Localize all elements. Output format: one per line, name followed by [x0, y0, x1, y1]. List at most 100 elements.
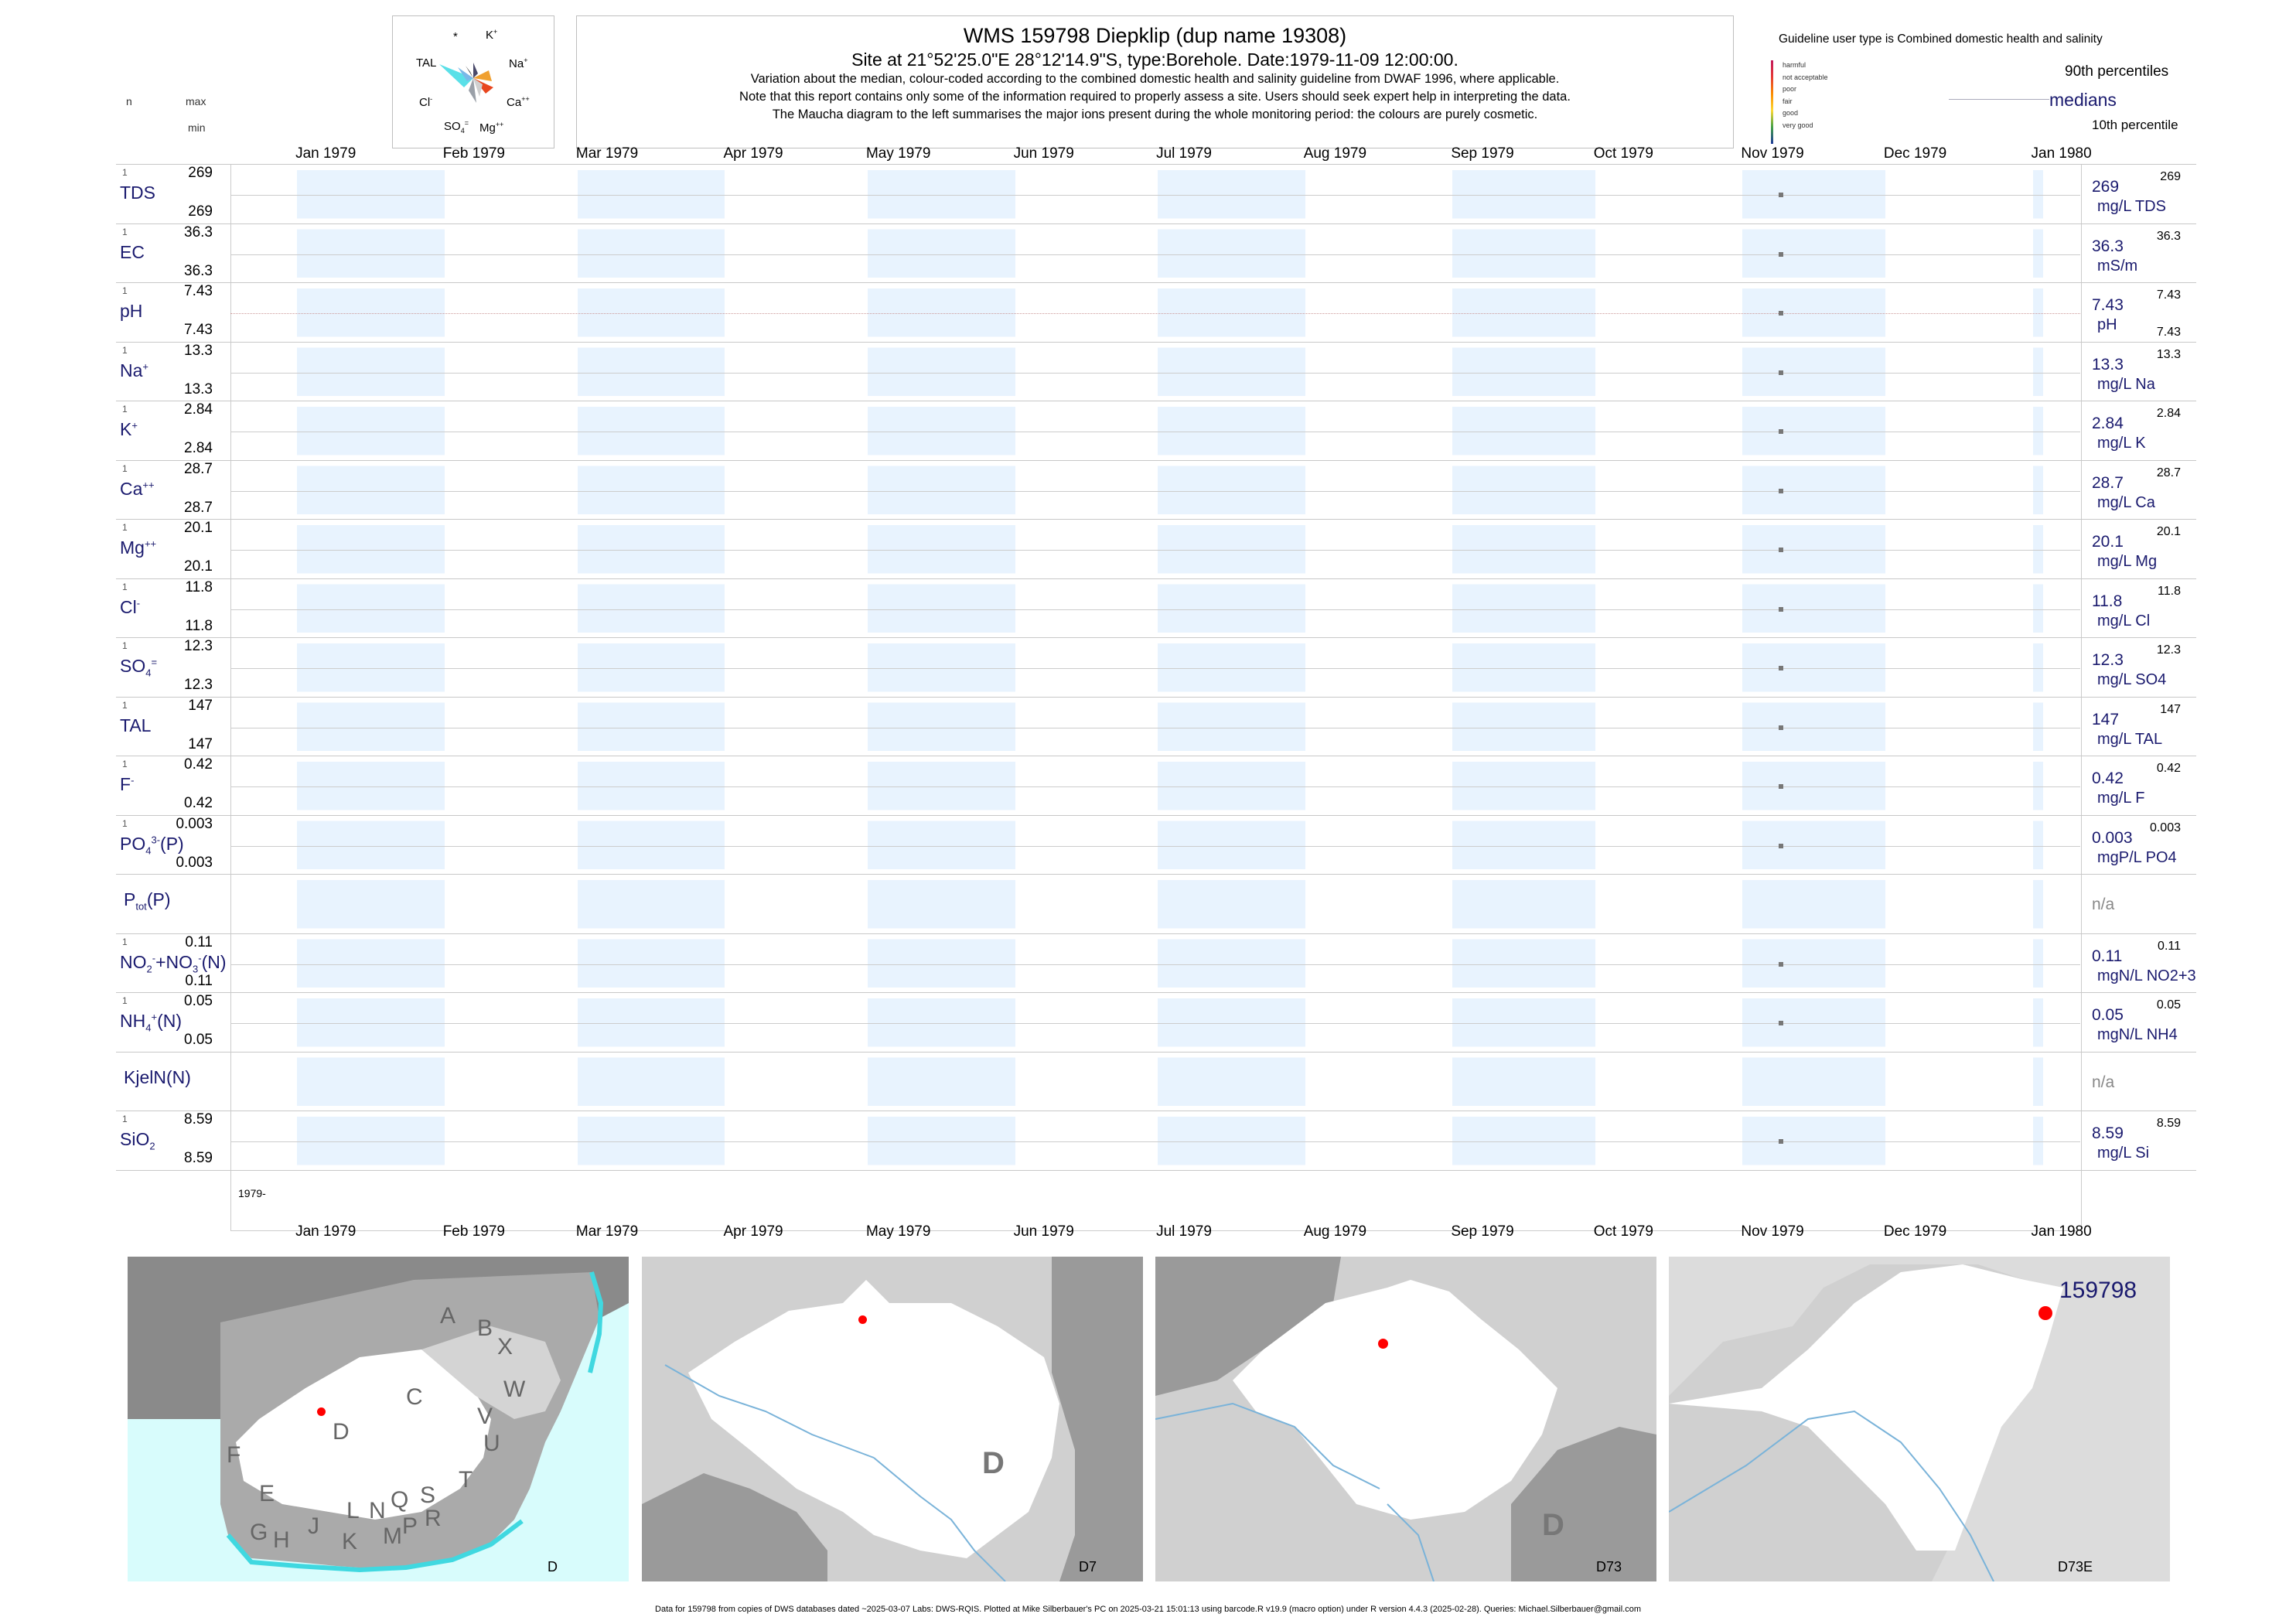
month-label-top: Jan 1980: [2031, 145, 2092, 162]
row-unit: pH: [2097, 316, 2117, 333]
header-note-3: The Maucha diagram to the left summarise…: [772, 107, 1538, 121]
data-point: [1778, 311, 1783, 316]
row-label: SiO2: [120, 1129, 155, 1152]
month-label-top: Jun 1979: [1013, 145, 1074, 162]
map-region-label: M: [383, 1523, 402, 1549]
map-big-d: D: [1542, 1508, 1564, 1542]
month-label-bottom: Apr 1979: [723, 1223, 783, 1240]
row-max: 0.05: [184, 993, 213, 1009]
row-median-value: 7.43: [2092, 296, 2124, 314]
month-band: [297, 170, 445, 1170]
row-n: 1: [122, 581, 128, 592]
median-line: [230, 254, 2080, 255]
row-min: 2.84: [184, 440, 213, 456]
row-p90: 8.59: [2156, 1117, 2181, 1130]
data-point: [1778, 429, 1783, 435]
map-region-label: H: [273, 1527, 290, 1553]
month-label-top: Nov 1979: [1741, 145, 1804, 162]
month-label-top: Oct 1979: [1593, 145, 1653, 162]
maucha-so4: SO4=: [444, 119, 469, 135]
data-point: [1778, 725, 1783, 730]
map-region-label: L: [346, 1498, 360, 1523]
map-label-d73: D73: [1595, 1559, 1622, 1575]
row-min: 12.3: [184, 677, 213, 693]
southern-africa-map-icon: [128, 1257, 629, 1573]
month-label-bottom: Dec 1979: [1883, 1223, 1947, 1240]
row-median-value: 20.1: [2092, 533, 2124, 551]
map-region-label: P: [402, 1513, 418, 1539]
row-p90: 12.3: [2156, 643, 2181, 657]
month-band: [867, 170, 1015, 1170]
map-region-label: S: [420, 1482, 436, 1508]
row-p90: 269: [2160, 170, 2181, 183]
row-p90: 7.43: [2156, 288, 2181, 302]
median-line: [230, 1141, 2080, 1143]
row-n: 1: [122, 995, 128, 1006]
map-region-label: T: [459, 1467, 473, 1493]
row-median-value: 13.3: [2092, 355, 2124, 374]
map-d7: D D7: [642, 1257, 1143, 1581]
map-region-label: K: [342, 1529, 358, 1554]
row-separator: [116, 874, 2196, 875]
row-median-value: 2.84: [2092, 415, 2124, 432]
row-p90: 0.11: [2158, 939, 2181, 953]
median-line: [230, 786, 2080, 788]
report-header: WMS 159798 Diepklip (dup name 19308) Sit…: [576, 15, 1734, 148]
median-line: [230, 609, 2080, 610]
plot-frame: [230, 164, 2082, 1231]
row-separator: [116, 1169, 2196, 1171]
map-region-label: U: [483, 1431, 500, 1456]
row-label: NH4+(N): [120, 1011, 182, 1034]
map-d73: D D73: [1155, 1257, 1656, 1581]
header-note-1: Variation about the median, colour-coded…: [750, 72, 1560, 86]
row-separator: [116, 164, 2196, 165]
month-label-top: May 1979: [865, 145, 931, 162]
row-min: 7.43: [184, 322, 213, 338]
row-min: 36.3: [184, 262, 213, 279]
map-site-number: 159798: [2059, 1278, 2137, 1303]
medians-label: medians: [2049, 90, 2117, 110]
median-line: [230, 313, 2080, 315]
map-region-label: B: [477, 1315, 493, 1341]
median-line: [230, 1023, 2080, 1025]
row-median-value: 0.42: [2092, 769, 2124, 787]
map-region-label: D: [333, 1419, 350, 1445]
row-p90: 13.3: [2156, 347, 2181, 361]
row-separator: [116, 341, 2196, 343]
row-separator: [116, 282, 2196, 283]
row-p90: 36.3: [2156, 229, 2181, 243]
row-min: 0.42: [184, 795, 213, 811]
row-separator: [116, 223, 2196, 224]
row-separator: [116, 637, 2196, 638]
row-median-value: 36.3: [2092, 237, 2124, 255]
month-band: [1742, 170, 1885, 1170]
row-max: 11.8: [185, 578, 213, 595]
data-point: [1778, 666, 1783, 671]
row-median-value: 147: [2092, 710, 2120, 728]
row-n: 1: [122, 640, 128, 651]
data-point: [1778, 961, 1783, 967]
row-unit: mgN/L NO2+3: [2097, 967, 2196, 984]
data-point: [1778, 1021, 1783, 1026]
maucha-mg: Mg++: [479, 121, 504, 135]
row-separator: [116, 1051, 2196, 1053]
row-median-value: 269: [2092, 178, 2120, 196]
col-head-min: min: [188, 121, 206, 134]
row-max: 147: [188, 697, 213, 714]
row-label: PO43-(P): [120, 833, 184, 857]
col-head-max: max: [186, 95, 206, 107]
row-median-value: 11.8: [2092, 592, 2123, 610]
month-label-bottom: Jan 1979: [295, 1223, 357, 1240]
row-p90: 0.003: [2149, 821, 2181, 834]
row-median-value: 8.59: [2092, 1124, 2124, 1142]
guideline-category: good: [1783, 109, 1799, 117]
month-label-bottom: Feb 1979: [442, 1223, 505, 1240]
row-label: NO2-+NO3-(N): [120, 951, 227, 975]
row-label: TAL: [120, 715, 152, 735]
row-separator: [116, 519, 2196, 520]
month-label-top: Jan 1979: [295, 145, 357, 162]
month-label-top: Mar 1979: [575, 145, 639, 162]
map-region-label: N: [369, 1498, 386, 1523]
row-unit: mg/L Ca: [2097, 493, 2155, 511]
row-min: 0.05: [184, 1032, 213, 1048]
